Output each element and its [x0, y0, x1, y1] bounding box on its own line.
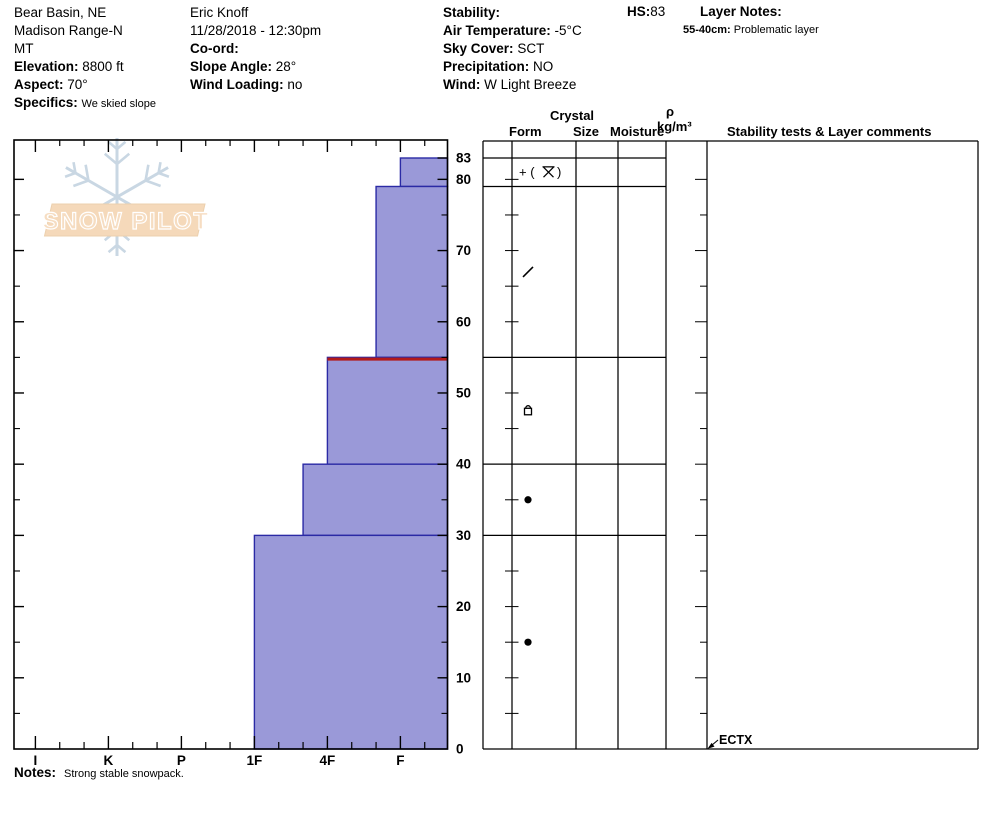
sky-cover-label: Sky Cover:	[443, 41, 514, 56]
snowflake-branch-icon	[116, 140, 127, 150]
specifics-label: Specifics:	[14, 95, 78, 110]
df-slash-icon	[522, 266, 534, 278]
snow-layer-bar	[399, 157, 449, 188]
pp-plus-stellar-icon: + (	[519, 165, 535, 180]
air-temp-value: -5°C	[554, 23, 582, 38]
state: MT	[14, 41, 34, 56]
pp-plus-stellar-icon	[543, 166, 554, 178]
snowflake-branch-icon	[107, 244, 118, 254]
capped-square-icon	[523, 407, 533, 416]
ectx-arrowhead-icon	[707, 742, 715, 749]
snowflake-branch-icon	[158, 171, 170, 178]
snowflake-branch-icon	[84, 164, 90, 181]
form-header: Form	[509, 124, 542, 139]
elevation-label: Elevation:	[14, 59, 79, 74]
snow-layer-bar	[253, 534, 449, 750]
layer-notes-title: Layer Notes:	[700, 4, 782, 19]
hardness-axis-label: 1F	[247, 753, 263, 768]
capped-square-icon	[525, 405, 532, 409]
date-time: 11/28/2018 - 12:30pm	[190, 23, 322, 38]
precipitation-label: Precipitation:	[443, 59, 530, 74]
location-block: Bear Basin, NE Madison Range-N MT Elevat…	[14, 4, 156, 112]
conditions-block: Stability: Air Temperature: -5°C Sky Cov…	[443, 4, 582, 94]
pp-plus-stellar-icon: )	[557, 165, 561, 180]
snowflake-branch-icon	[72, 179, 89, 188]
snowflake-branch-icon	[64, 171, 76, 178]
ectx-label: ECTX	[719, 733, 753, 747]
hs-value: 83	[650, 4, 666, 19]
notes-label: Notes:	[14, 765, 57, 780]
crystal-header: Crystal	[549, 108, 595, 123]
site-name: Bear Basin, NE	[14, 5, 107, 20]
y-axis-label: 20	[456, 599, 471, 614]
wind-label: Wind:	[443, 77, 481, 92]
observer-block: Eric Knoff 11/28/2018 - 12:30pm Co-ord: …	[190, 4, 321, 94]
snowflake-branch-icon	[107, 140, 118, 150]
stability-label: Stability:	[443, 5, 501, 20]
aspect-label: Aspect:	[14, 77, 64, 92]
y-axis-label: 80	[456, 172, 471, 187]
snowflake-icon	[65, 166, 118, 199]
wind-loading-label: Wind Loading:	[190, 77, 284, 92]
snowflake-branch-icon	[116, 244, 127, 254]
aspect-value: 70°	[67, 77, 88, 92]
hardness-axis-label: K	[104, 753, 114, 768]
range-name: Madison Range-N	[14, 23, 123, 38]
snow-layer-bar	[326, 356, 449, 465]
elevation-value: 8800 ft	[82, 59, 124, 74]
layer-note-range: 55-40cm:	[683, 24, 731, 36]
rounded-grain-dot-icon	[524, 638, 532, 646]
specifics-value: We skied slope	[81, 98, 156, 110]
moisture-header: Moisture	[610, 124, 665, 139]
slope-angle-label: Slope Angle:	[190, 59, 273, 74]
y-axis-label: 10	[456, 670, 471, 685]
plot-frame	[13, 139, 449, 750]
hardness-axis-label: 4F	[320, 753, 336, 768]
observer-name: Eric Knoff	[190, 5, 249, 20]
y-axis-label: 60	[456, 314, 471, 329]
hardness-axis-label: P	[177, 753, 186, 768]
hs-block: HS:83	[627, 4, 665, 19]
notes-text: Strong stable snowpack.	[64, 768, 184, 780]
precipitation-value: NO	[533, 59, 554, 74]
snowflake-icon	[116, 166, 169, 199]
snowflake-branch-icon	[157, 161, 162, 174]
y-axis-label: 83	[456, 151, 472, 166]
wind-loading-value: no	[287, 77, 303, 92]
snow-layer-bar	[375, 185, 449, 359]
snowflake-branch-icon	[103, 152, 118, 165]
rounded-grain-dot-icon	[524, 496, 532, 504]
snowflake-branch-icon	[116, 152, 131, 165]
stability-tests-header: Stability tests & Layer comments	[727, 124, 932, 139]
y-axis-label: 40	[456, 457, 471, 472]
wind-value: W Light Breeze	[484, 77, 577, 92]
snowflake-branch-icon	[144, 164, 150, 181]
snowpilot-logo: SNOW PILOT	[43, 208, 210, 235]
layer-note-entry: 55-40cm: Problematic layer	[683, 24, 819, 36]
y-axis-label: 70	[456, 243, 471, 258]
air-temp-label: Air Temperature:	[443, 23, 551, 38]
logo-band	[43, 203, 206, 237]
hs-label: HS:	[627, 4, 651, 19]
hardness-axis-label: I	[34, 753, 38, 768]
coord-label: Co-ord:	[190, 41, 239, 56]
y-axis-label: 30	[456, 528, 471, 543]
slope-angle-value: 28°	[275, 59, 297, 74]
snowflake-branch-icon	[145, 179, 162, 188]
size-header: Size	[573, 124, 600, 139]
y-axis-label: 0	[456, 742, 464, 757]
y-axis-label: 50	[456, 385, 471, 400]
snowflake-branch-icon	[72, 161, 77, 174]
density-header: ρ	[666, 104, 675, 119]
sky-cover-value: SCT	[517, 41, 545, 56]
snow-layer-bar	[302, 463, 449, 537]
hardness-axis-label: F	[396, 753, 404, 768]
layer-note-text: Problematic layer	[733, 24, 819, 36]
density-units-header: kg/m³	[657, 119, 692, 134]
